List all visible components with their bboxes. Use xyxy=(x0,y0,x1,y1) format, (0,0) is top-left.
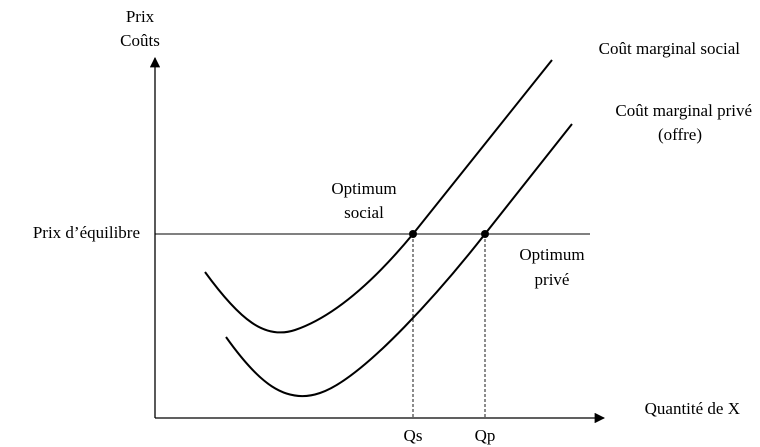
quantity-label: Qp xyxy=(475,426,496,445)
y-axis-label: Prix xyxy=(126,7,155,26)
point-label: privé xyxy=(535,270,570,289)
quantity-label: Qs xyxy=(404,426,423,445)
y-axis-label: Coûts xyxy=(120,31,160,50)
point-label: social xyxy=(344,203,384,222)
curve-label: (offre) xyxy=(658,125,702,144)
curve-label: Coût marginal privé xyxy=(615,101,752,120)
social-cost-curve xyxy=(204,59,553,334)
x-axis-label: Quantité de X xyxy=(645,399,740,418)
point-label: Optimum xyxy=(519,245,584,264)
social-optimum-point xyxy=(409,230,417,238)
private-optimum-point xyxy=(481,230,489,238)
price-label: Prix d’équilibre xyxy=(33,223,140,242)
curve-label: Coût marginal social xyxy=(599,39,741,58)
private-cost-curve xyxy=(225,123,573,398)
point-label: Optimum xyxy=(331,179,396,198)
